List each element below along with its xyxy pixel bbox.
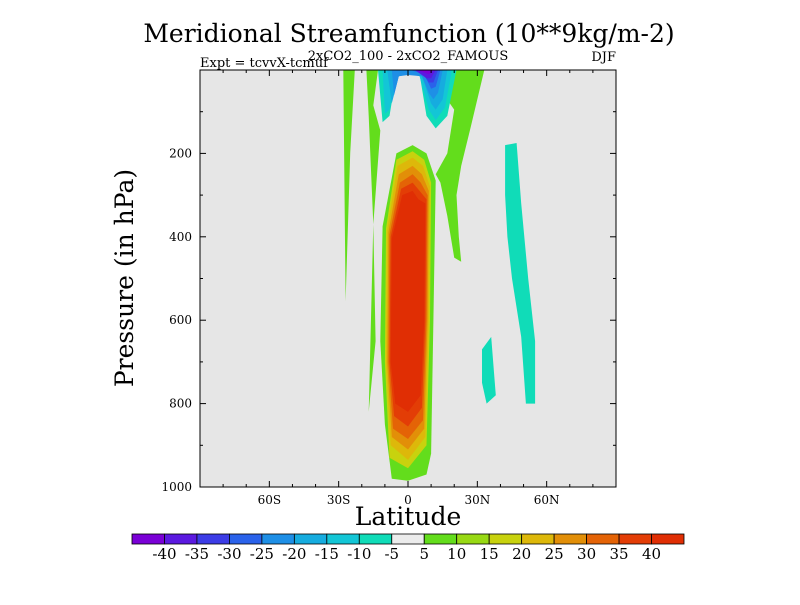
colorbar: -40 -35 -30 -25 -20 -15 -10 -5 5 10 15 20 25 30 35 40 xyxy=(131,533,685,563)
colorbar-box-7 xyxy=(358,533,393,545)
contour-region-9 xyxy=(390,190,426,412)
x-tick-label: 60S xyxy=(258,493,282,507)
y-tick-label: 800 xyxy=(169,397,192,411)
y-tick-label: 1000 xyxy=(161,480,192,494)
colorbar-box-16 xyxy=(651,533,685,545)
colorbar-label: 20 xyxy=(512,545,531,563)
colorbar-label: -20 xyxy=(282,545,306,563)
x-tick-label: 30S xyxy=(327,493,351,507)
colorbar-box-13 xyxy=(553,533,587,545)
contour-regions xyxy=(343,70,536,481)
contour-region-1 xyxy=(343,70,355,302)
colorbar-box-5 xyxy=(293,533,328,545)
axis-ticks: 60S 30S 0 30N 60N 200 400 600 800 1000 xyxy=(161,70,617,507)
colorbar-label: 5 xyxy=(419,545,429,563)
chart-title: Meridional Streamfunction (10**9kg/m-2) xyxy=(143,19,674,48)
y-axis-title: Pressure (in hPa) xyxy=(110,169,139,387)
colorbar-box-12 xyxy=(521,533,555,545)
x-tick-label: 0 xyxy=(404,493,412,507)
x-axis-title: Latitude xyxy=(355,502,462,531)
x-tick-label: 30N xyxy=(464,493,490,507)
contour-region-11 xyxy=(482,336,496,404)
x-tick-label: 60N xyxy=(534,493,560,507)
colorbar-label: -25 xyxy=(250,545,274,563)
colorbar-label: 30 xyxy=(577,545,596,563)
colorbar-box-6 xyxy=(326,533,360,545)
chart-subtitle-left: Expt = tcvvX-tcmuf xyxy=(200,56,329,71)
colorbar-label: 25 xyxy=(545,545,564,563)
colorbar-label: 10 xyxy=(447,545,466,563)
colorbar-label: -5 xyxy=(384,545,399,563)
y-tick-label: 600 xyxy=(169,313,192,327)
colorbar-box-4 xyxy=(261,533,295,545)
colorbar-box-0 xyxy=(131,533,165,545)
colorbar-label: 40 xyxy=(642,545,661,563)
contour-region-19 xyxy=(417,70,434,75)
colorbar-label: -40 xyxy=(152,545,176,563)
chart-subtitle-center: 2xCO2_100 - 2xCO2_FAMOUS xyxy=(308,49,509,64)
contour-region-10 xyxy=(505,143,536,404)
colorbar-box-2 xyxy=(196,533,230,545)
colorbar-label: 35 xyxy=(610,545,629,563)
colorbar-box-10 xyxy=(456,533,490,545)
contour-region-2 xyxy=(426,70,485,262)
colorbar-label: -35 xyxy=(185,545,209,563)
colorbar-box-15 xyxy=(618,533,652,545)
colorbar-label: -10 xyxy=(347,545,371,563)
colorbar-box-1 xyxy=(164,533,198,545)
colorbar-box-8 xyxy=(391,533,425,545)
colorbar-box-11 xyxy=(488,533,523,545)
y-tick-label: 200 xyxy=(169,146,192,160)
y-tick-label: 400 xyxy=(169,230,192,244)
colorbar-label: -30 xyxy=(217,545,241,563)
colorbar-box-3 xyxy=(229,533,263,545)
contour-region-0 xyxy=(366,70,381,412)
colorbar-label: -15 xyxy=(315,545,339,563)
colorbar-box-14 xyxy=(586,533,620,545)
chart-subtitle-right: DJF xyxy=(591,50,616,65)
colorbar-label: 15 xyxy=(480,545,499,563)
colorbar-box-9 xyxy=(423,533,458,545)
